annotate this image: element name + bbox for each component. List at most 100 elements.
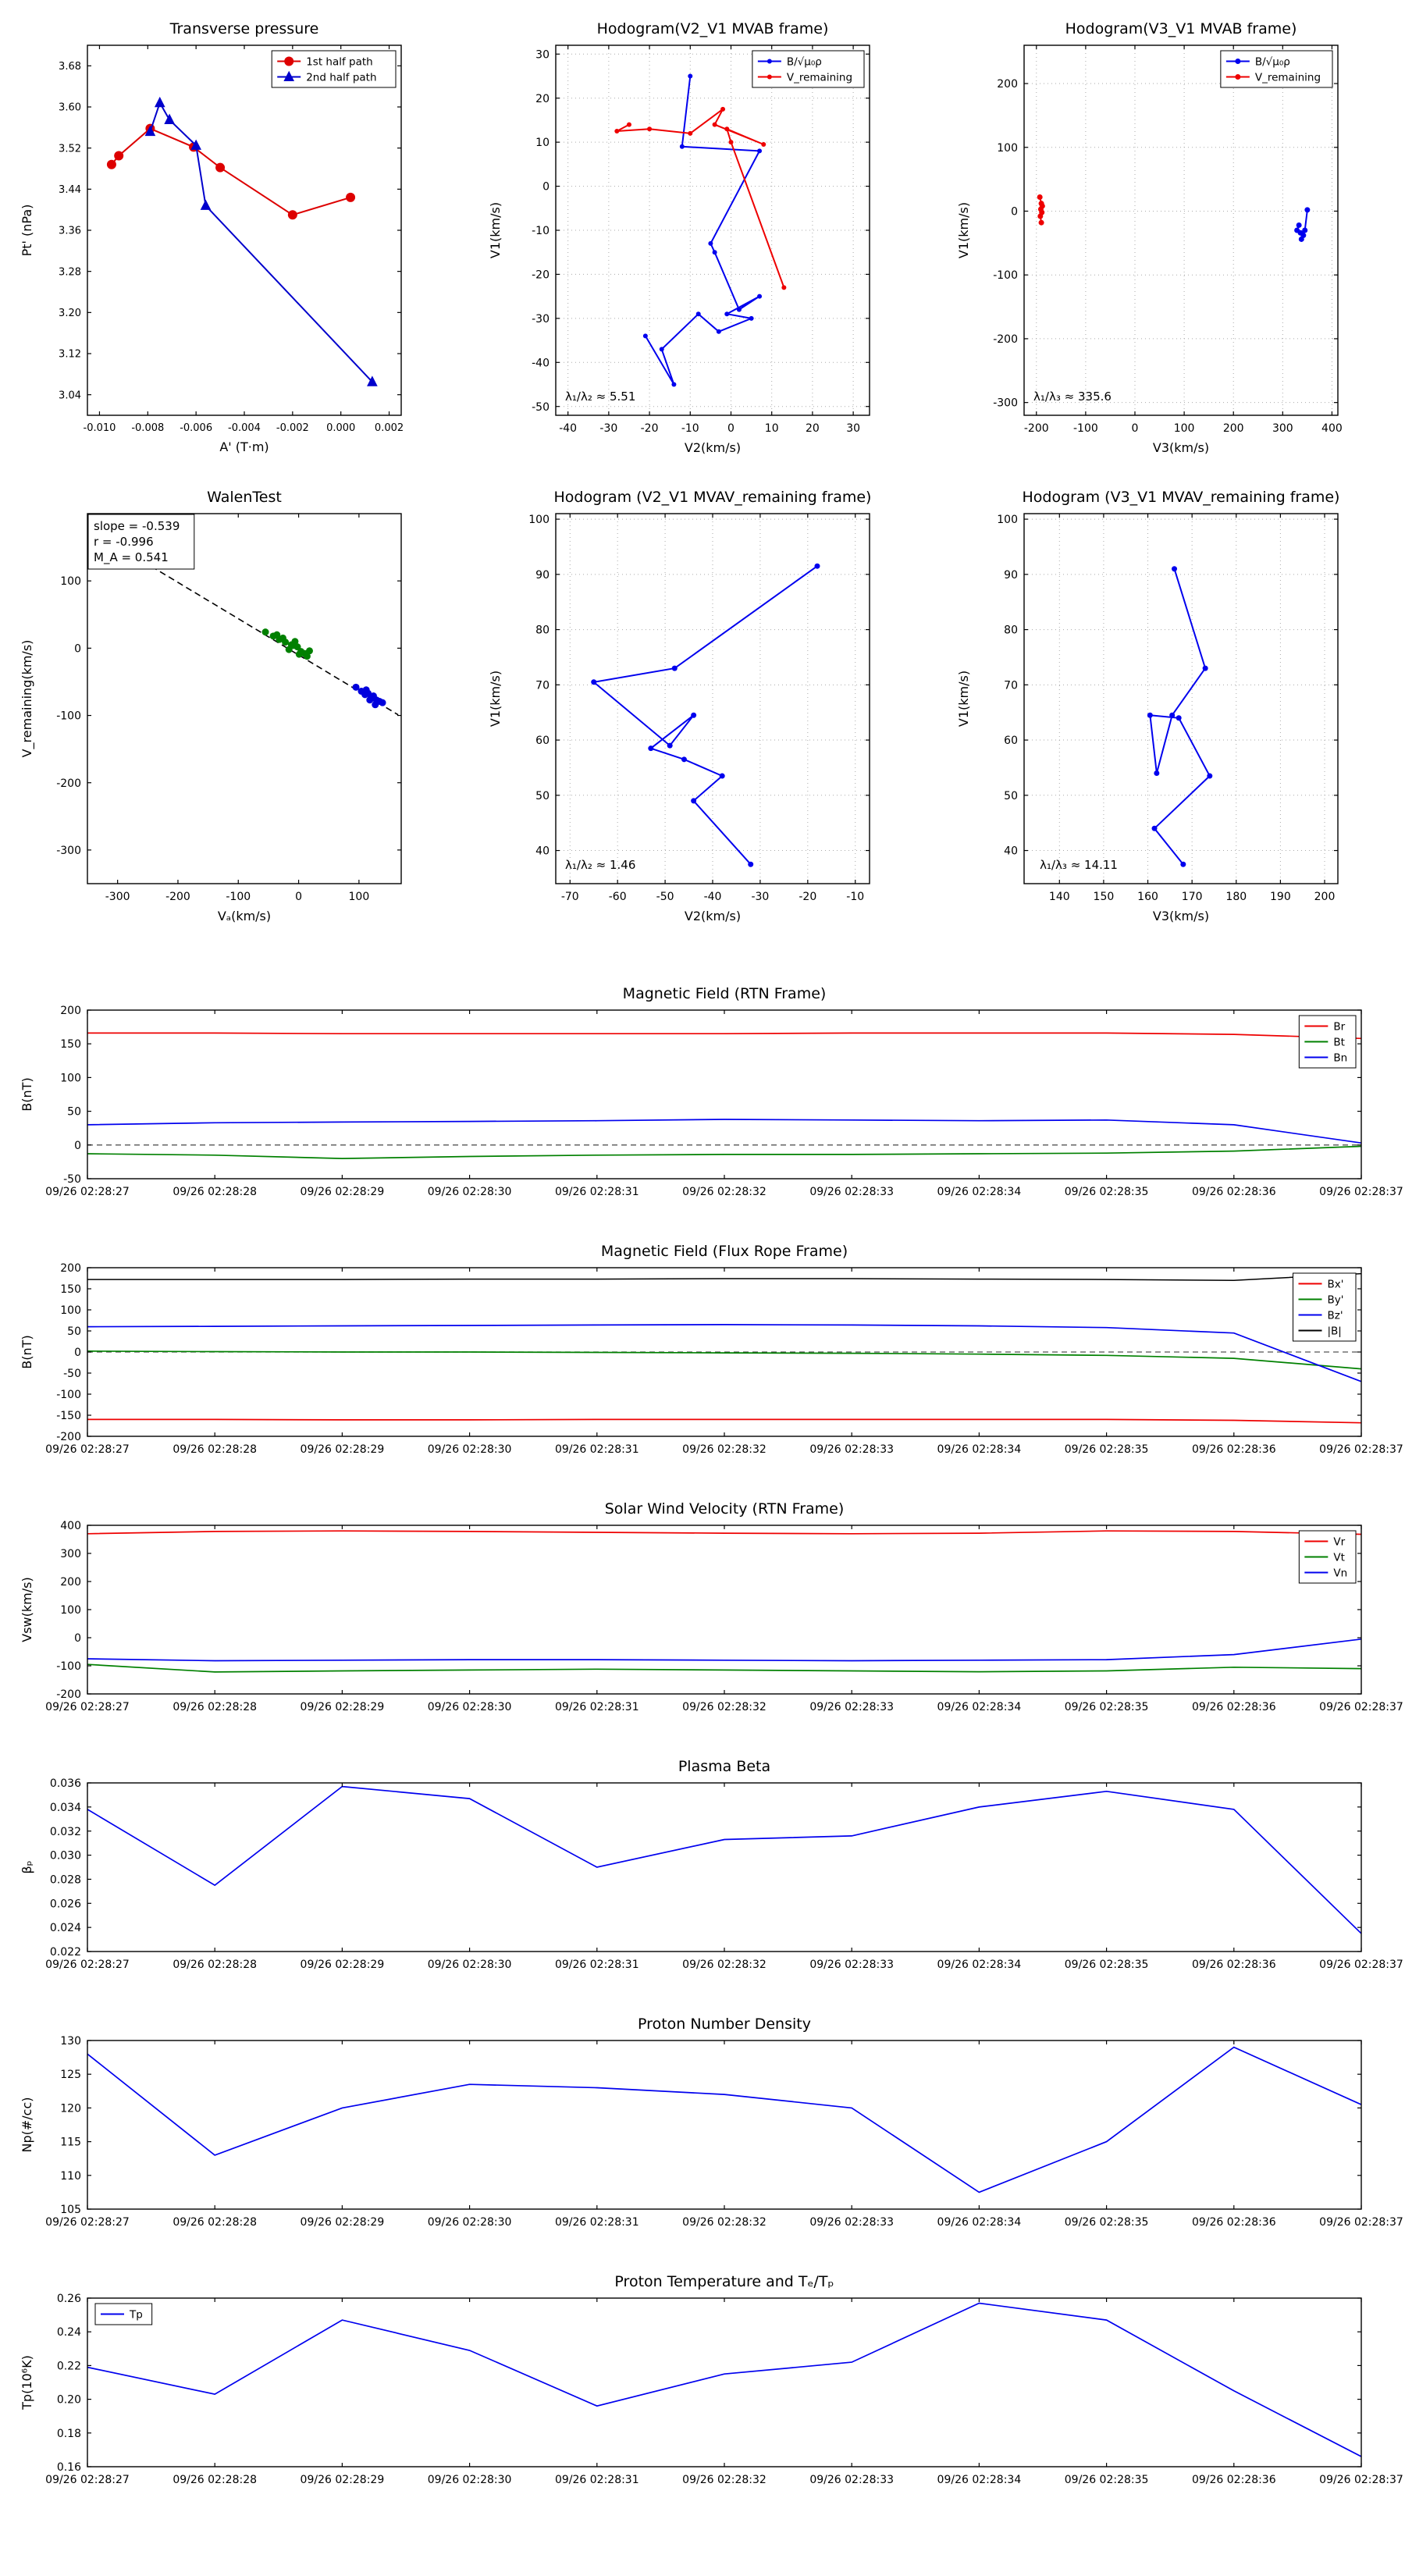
svg-text:09/26 02:28:30: 09/26 02:28:30 — [428, 1186, 512, 1198]
svg-text:Hodogram(V3_V1 MVAB frame): Hodogram(V3_V1 MVAB frame) — [1065, 20, 1297, 37]
chart-transverse-pressure: -0.010 -0.008 -0.006 -0.004 -0.002 0.000 0.002… — [0, 8, 468, 467]
chart-svg-hodogram-v2v1-mvab: -40 -30 -20 -10 0 10 20 30 -50 -40 -30 -20 -10 0 10 20 3… — [468, 8, 937, 467]
svg-text:60: 60 — [1004, 735, 1018, 747]
svg-text:09/26 02:28:34: 09/26 02:28:34 — [937, 1186, 1022, 1198]
svg-text:09/26 02:28:28: 09/26 02:28:28 — [173, 1959, 257, 1971]
svg-text:-200: -200 — [1024, 422, 1049, 435]
svg-text:-60: -60 — [609, 891, 627, 903]
svg-text:-100: -100 — [56, 710, 81, 723]
svg-text:09/26 02:28:37: 09/26 02:28:37 — [1319, 2474, 1403, 2486]
svg-text:-300: -300 — [105, 891, 130, 903]
svg-text:Pt' (nPa): Pt' (nPa) — [20, 205, 34, 257]
svg-text:09/26 02:28:34: 09/26 02:28:34 — [937, 1959, 1022, 1971]
chart-svg-plasma-beta: 09/26 02:28:27 09/26 02:28:28 09/26 02:28:… — [0, 1752, 1405, 1986]
svg-text:09/26 02:28:37: 09/26 02:28:37 — [1319, 1443, 1403, 1456]
svg-text:200: 200 — [1314, 891, 1336, 903]
svg-text:-20: -20 — [641, 422, 659, 435]
svg-text:Plasma Beta: Plasma Beta — [678, 1758, 770, 1775]
svg-text:B(nT): B(nT) — [20, 1335, 34, 1368]
svg-text:λ₁/λ₂ ≈ 1.46: λ₁/λ₂ ≈ 1.46 — [565, 858, 635, 872]
svg-text:09/26 02:28:27: 09/26 02:28:27 — [45, 1443, 130, 1456]
svg-text:09/26 02:28:32: 09/26 02:28:32 — [682, 2216, 767, 2229]
chart-svg-proton-density: 09/26 02:28:27 09/26 02:28:28 09/26 02:28:… — [0, 2009, 1405, 2243]
svg-text:3.44: 3.44 — [59, 184, 81, 196]
svg-text:Magnetic Field (RTN Frame): Magnetic Field (RTN Frame) — [623, 985, 827, 1002]
svg-text:09/26 02:28:28: 09/26 02:28:28 — [173, 1443, 257, 1456]
svg-text:λ₁/λ₃ ≈ 14.11: λ₁/λ₃ ≈ 14.11 — [1040, 858, 1118, 872]
svg-text:-20: -20 — [799, 891, 816, 903]
svg-text:140: 140 — [1049, 891, 1070, 903]
svg-text:0.000: 0.000 — [326, 422, 355, 434]
svg-text:60: 60 — [535, 735, 550, 747]
svg-text:-0.004: -0.004 — [228, 422, 261, 434]
svg-text:Transverse pressure: Transverse pressure — [169, 20, 319, 37]
svg-text:-100: -100 — [1073, 422, 1098, 435]
svg-text:09/26 02:28:35: 09/26 02:28:35 — [1065, 2216, 1149, 2229]
svg-text:0.026: 0.026 — [50, 1898, 81, 1910]
svg-text:-70: -70 — [561, 891, 579, 903]
svg-text:80: 80 — [535, 624, 550, 637]
svg-text:B(nT): B(nT) — [20, 1077, 34, 1111]
svg-text:09/26 02:28:31: 09/26 02:28:31 — [555, 1701, 639, 1713]
svg-text:100: 100 — [997, 142, 1018, 155]
svg-text:-10: -10 — [846, 891, 864, 903]
svg-text:-40: -40 — [559, 422, 577, 435]
svg-text:Bx': Bx' — [1328, 1278, 1344, 1290]
svg-text:09/26 02:28:29: 09/26 02:28:29 — [301, 2216, 385, 2229]
svg-text:Proton Temperature and Tₑ/Tₚ: Proton Temperature and Tₑ/Tₚ — [614, 2273, 834, 2290]
svg-text:09/26 02:28:29: 09/26 02:28:29 — [301, 1186, 385, 1198]
svg-text:3.60: 3.60 — [59, 102, 81, 114]
svg-text:Vn: Vn — [1333, 1567, 1347, 1579]
svg-text:100: 100 — [60, 1304, 81, 1317]
svg-text:V3(km/s): V3(km/s) — [1153, 909, 1209, 923]
svg-text:80: 80 — [1004, 624, 1018, 637]
svg-text:100: 100 — [349, 891, 370, 903]
svg-text:-40: -40 — [532, 357, 550, 369]
svg-text:WalenTest: WalenTest — [207, 489, 282, 506]
svg-text:-40: -40 — [704, 891, 722, 903]
hodogram-row-1: -0.010 -0.008 -0.006 -0.004 -0.002 0.000 0.002… — [0, 8, 1405, 467]
time-series-stack: 09/26 02:28:27 09/26 02:28:28 09/26 02:28:… — [0, 979, 1405, 2501]
svg-text:20: 20 — [535, 93, 550, 105]
svg-text:-0.006: -0.006 — [180, 422, 212, 434]
svg-text:09/26 02:28:37: 09/26 02:28:37 — [1319, 1186, 1403, 1198]
svg-text:-30: -30 — [751, 891, 769, 903]
svg-text:09/26 02:28:27: 09/26 02:28:27 — [45, 1186, 130, 1198]
svg-text:09/26 02:28:33: 09/26 02:28:33 — [809, 2474, 894, 2486]
svg-text:0.18: 0.18 — [57, 2428, 81, 2440]
svg-text:09/26 02:28:36: 09/26 02:28:36 — [1192, 1443, 1276, 1456]
svg-text:V_remaining: V_remaining — [1255, 71, 1321, 84]
svg-text:-50: -50 — [63, 1173, 81, 1186]
svg-text:09/26 02:28:28: 09/26 02:28:28 — [173, 2216, 257, 2229]
svg-text:09/26 02:28:30: 09/26 02:28:30 — [428, 2216, 512, 2229]
svg-text:70: 70 — [1004, 679, 1018, 692]
svg-text:150: 150 — [60, 1038, 81, 1051]
svg-text:Hodogram (V2_V1 MVAV_remaining: Hodogram (V2_V1 MVAV_remaining frame) — [554, 489, 872, 506]
svg-text:09/26 02:28:30: 09/26 02:28:30 — [428, 1701, 512, 1713]
svg-text:-100: -100 — [56, 1389, 81, 1401]
svg-text:09/26 02:28:31: 09/26 02:28:31 — [555, 1959, 639, 1971]
svg-text:2nd half path: 2nd half path — [306, 71, 376, 84]
svg-text:V1(km/s): V1(km/s) — [488, 202, 503, 258]
svg-text:0: 0 — [542, 181, 550, 194]
svg-text:09/26 02:28:27: 09/26 02:28:27 — [45, 1959, 130, 1971]
svg-text:30: 30 — [535, 48, 550, 61]
svg-text:-300: -300 — [56, 845, 81, 857]
chart-svg-walen-test: -300 -200 -100 0 100 -300 -200 -100 0 100 WalenTes… — [0, 476, 468, 935]
svg-text:-0.008: -0.008 — [131, 422, 164, 434]
svg-text:0.26: 0.26 — [57, 2293, 81, 2305]
svg-text:70: 70 — [535, 679, 550, 692]
chart-svg-hodogram-v2v1-mvav: -70 -60 -50 -40 -30 -20 -10 40 50 60 70 80 90 100 Hodo… — [468, 476, 937, 935]
svg-text:09/26 02:28:27: 09/26 02:28:27 — [45, 2474, 130, 2486]
svg-text:-50: -50 — [532, 401, 550, 414]
svg-text:3.68: 3.68 — [59, 61, 81, 73]
chart-svg-hodogram-v3v1-mvab: -200 -100 0 100 200 300 400 -300 -200 -100 0 100 200… — [937, 8, 1405, 467]
svg-text:-0.010: -0.010 — [84, 422, 116, 434]
svg-text:Br: Br — [1333, 1020, 1345, 1033]
chart-proton-number-density: 09/26 02:28:27 09/26 02:28:28 09/26 02:28:… — [0, 2009, 1405, 2243]
svg-text:40: 40 — [1004, 845, 1018, 858]
svg-text:09/26 02:28:35: 09/26 02:28:35 — [1065, 1443, 1149, 1456]
svg-text:-50: -50 — [63, 1368, 81, 1380]
svg-text:V1(km/s): V1(km/s) — [956, 202, 971, 258]
svg-text:λ₁/λ₂ ≈ 5.51: λ₁/λ₂ ≈ 5.51 — [565, 390, 635, 404]
